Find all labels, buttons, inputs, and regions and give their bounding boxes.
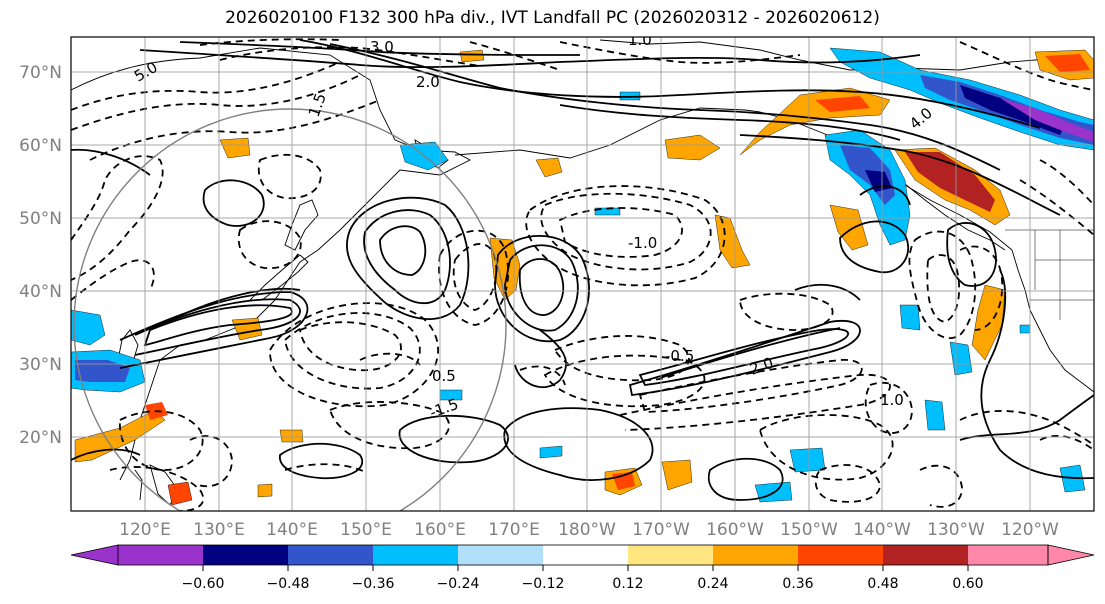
shading-negative-region <box>949 341 973 376</box>
lon-label: 150°E <box>340 520 392 540</box>
colorbar-extend-low <box>70 544 119 566</box>
colorbar-tick-label: −0.60 <box>182 576 225 592</box>
colorbar-bin <box>798 545 883 565</box>
contour-label: -0.5 <box>665 347 694 365</box>
lon-label: 140°W <box>853 520 911 540</box>
lat-label: 30°N <box>19 355 62 375</box>
colorbar: −0.60 −0.48 −0.36 −0.24 −0.12 0.12 0.24 … <box>70 544 1095 592</box>
shading-negative-region <box>1019 324 1031 334</box>
colorbar-tick-label: 0.12 <box>612 576 643 592</box>
lat-label: 50°N <box>19 209 62 229</box>
graticule <box>71 37 1094 511</box>
search-circle <box>73 108 507 511</box>
shading-positive-region <box>1045 54 1090 72</box>
colorbar-tick-label: −0.48 <box>267 576 310 592</box>
shading-positive-region <box>905 152 995 212</box>
lon-label: 180°W <box>558 520 616 540</box>
colorbar-tick-label: 0.24 <box>697 576 728 592</box>
shading-positive-region <box>535 157 563 178</box>
lat-label: 70°N <box>19 63 62 83</box>
political-boundaries <box>1005 229 1094 320</box>
shading-positive-region <box>489 237 521 301</box>
shading-positive-region <box>219 137 251 159</box>
lat-label: 20°N <box>19 428 62 448</box>
shading-negative-region <box>899 304 921 331</box>
contour-label: 2.0 <box>416 73 440 91</box>
lon-label: 170°E <box>488 520 540 540</box>
lon-label: 140°E <box>266 520 318 540</box>
contours-dashed <box>71 38 1094 511</box>
lat-label: 40°N <box>19 282 62 302</box>
colorbar-bin <box>458 545 543 565</box>
lon-label: 130°W <box>927 520 985 540</box>
colorbar-bin <box>373 545 458 565</box>
shading-positive-region <box>459 49 485 63</box>
coastlines <box>71 39 1094 506</box>
contour-label: -1.0 <box>628 234 657 252</box>
colorbar-bin <box>883 545 968 565</box>
colorbar-bin <box>288 545 373 565</box>
shading-positive-region <box>971 284 1006 361</box>
colorbar-tick-label: 0.60 <box>952 576 983 592</box>
shading-negative-region <box>924 399 946 431</box>
shading-positive-region <box>231 317 263 341</box>
lat-label: 60°N <box>19 136 62 156</box>
map-panel: 3.0 1.0 5.0 2.0 1.5 4.0 0.5 -0.5 -1.0 -1… <box>71 31 1094 511</box>
colorbar-tick-label: −0.24 <box>437 576 480 592</box>
shading-negative <box>71 47 1094 503</box>
colorbar-tick-label: −0.36 <box>352 576 395 592</box>
map-frame <box>70 36 1095 512</box>
shading-positive-region <box>74 409 166 463</box>
lon-label: 130°E <box>193 520 245 540</box>
colorbar-extend-high <box>1047 544 1095 566</box>
shading-positive-region <box>664 134 721 161</box>
lon-label: 160°E <box>414 520 466 540</box>
shading-negative-region <box>71 309 106 346</box>
contour-label: 0.5 <box>432 367 456 385</box>
lon-label: 150°W <box>780 520 838 540</box>
lon-label: 170°W <box>632 520 690 540</box>
shading-positive-region <box>257 483 273 498</box>
contour-label: -1.5 <box>427 395 461 422</box>
colorbar-bin <box>968 545 1048 565</box>
colorbar-bin <box>713 545 798 565</box>
shading-negative-region <box>75 360 130 382</box>
shading-positive-region <box>661 459 693 491</box>
lon-label: 120°E <box>119 520 171 540</box>
map-title: 2026020100 F132 300 hPa div., IVT Landfa… <box>225 8 880 28</box>
colorbar-bin <box>118 545 203 565</box>
latitude-axis: 70°N 60°N 50°N 40°N 30°N 20°N <box>19 63 62 448</box>
lon-label: 160°W <box>706 520 764 540</box>
shading-negative-region <box>1000 98 1094 142</box>
shading-negative-region <box>789 447 826 473</box>
shading-positive-region <box>714 214 751 269</box>
shading-positive-region <box>815 96 870 112</box>
shading-negative-region <box>960 85 1065 135</box>
colorbar-bin <box>203 545 288 565</box>
colorbar-tick-label: 0.48 <box>867 576 898 592</box>
colorbar-frame <box>117 544 1049 566</box>
lon-label: 120°W <box>1001 520 1059 540</box>
contour-label: 3.0 <box>370 38 394 56</box>
shading-positive-region <box>829 204 869 251</box>
shading-positive-region <box>167 481 193 506</box>
contour-label: 1.0 <box>880 391 904 409</box>
colorbar-tick-label: −0.12 <box>522 576 565 592</box>
colorbar-tick-label: 0.36 <box>782 576 813 592</box>
colorbar-bin <box>628 545 713 565</box>
shading-negative-region <box>539 445 563 459</box>
contour-label: 2.0 <box>747 354 776 379</box>
longitude-axis: 120°E 130°E 140°E 150°E 160°E 170°E 180°… <box>119 520 1059 540</box>
contour-label: 1.0 <box>628 31 652 49</box>
colorbar-bin <box>543 545 628 565</box>
contours-solid <box>71 39 1094 501</box>
contour-label: 4.0 <box>906 104 936 133</box>
